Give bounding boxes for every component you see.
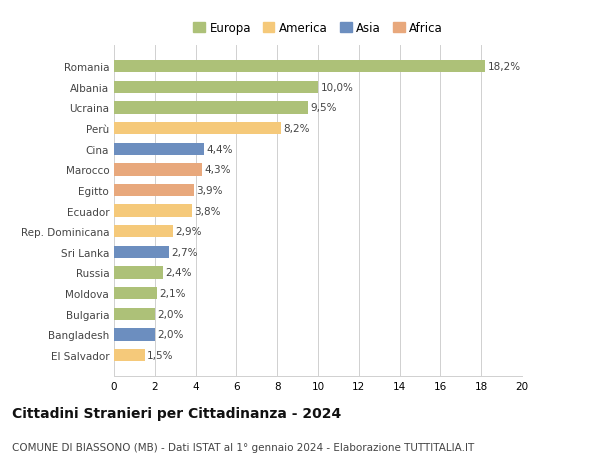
- Text: 2,0%: 2,0%: [157, 309, 184, 319]
- Bar: [114, 185, 194, 197]
- Bar: [114, 349, 145, 361]
- Bar: [114, 102, 308, 114]
- Bar: [114, 123, 281, 135]
- Text: Cittadini Stranieri per Cittadinanza - 2024: Cittadini Stranieri per Cittadinanza - 2…: [12, 406, 341, 420]
- Bar: [114, 267, 163, 279]
- Text: 3,8%: 3,8%: [194, 206, 220, 216]
- Text: 1,5%: 1,5%: [147, 350, 173, 360]
- Text: 2,1%: 2,1%: [159, 288, 186, 298]
- Bar: [114, 82, 318, 94]
- Bar: [114, 143, 204, 156]
- Text: 2,9%: 2,9%: [176, 227, 202, 237]
- Text: 9,5%: 9,5%: [310, 103, 337, 113]
- Text: 8,2%: 8,2%: [284, 124, 310, 134]
- Text: 18,2%: 18,2%: [488, 62, 521, 72]
- Bar: [114, 61, 485, 73]
- Bar: [114, 246, 169, 258]
- Text: 10,0%: 10,0%: [320, 83, 353, 93]
- Bar: [114, 164, 202, 176]
- Text: 2,0%: 2,0%: [157, 330, 184, 340]
- Text: 2,4%: 2,4%: [166, 268, 192, 278]
- Text: 4,3%: 4,3%: [204, 165, 230, 175]
- Bar: [114, 225, 173, 238]
- Text: 4,4%: 4,4%: [206, 145, 233, 154]
- Legend: Europa, America, Asia, Africa: Europa, America, Asia, Africa: [193, 22, 443, 35]
- Text: 3,9%: 3,9%: [196, 185, 223, 196]
- Text: 2,7%: 2,7%: [172, 247, 198, 257]
- Bar: [114, 308, 155, 320]
- Bar: [114, 329, 155, 341]
- Text: COMUNE DI BIASSONO (MB) - Dati ISTAT al 1° gennaio 2024 - Elaborazione TUTTITALI: COMUNE DI BIASSONO (MB) - Dati ISTAT al …: [12, 442, 474, 452]
- Bar: [114, 205, 191, 217]
- Bar: [114, 287, 157, 300]
